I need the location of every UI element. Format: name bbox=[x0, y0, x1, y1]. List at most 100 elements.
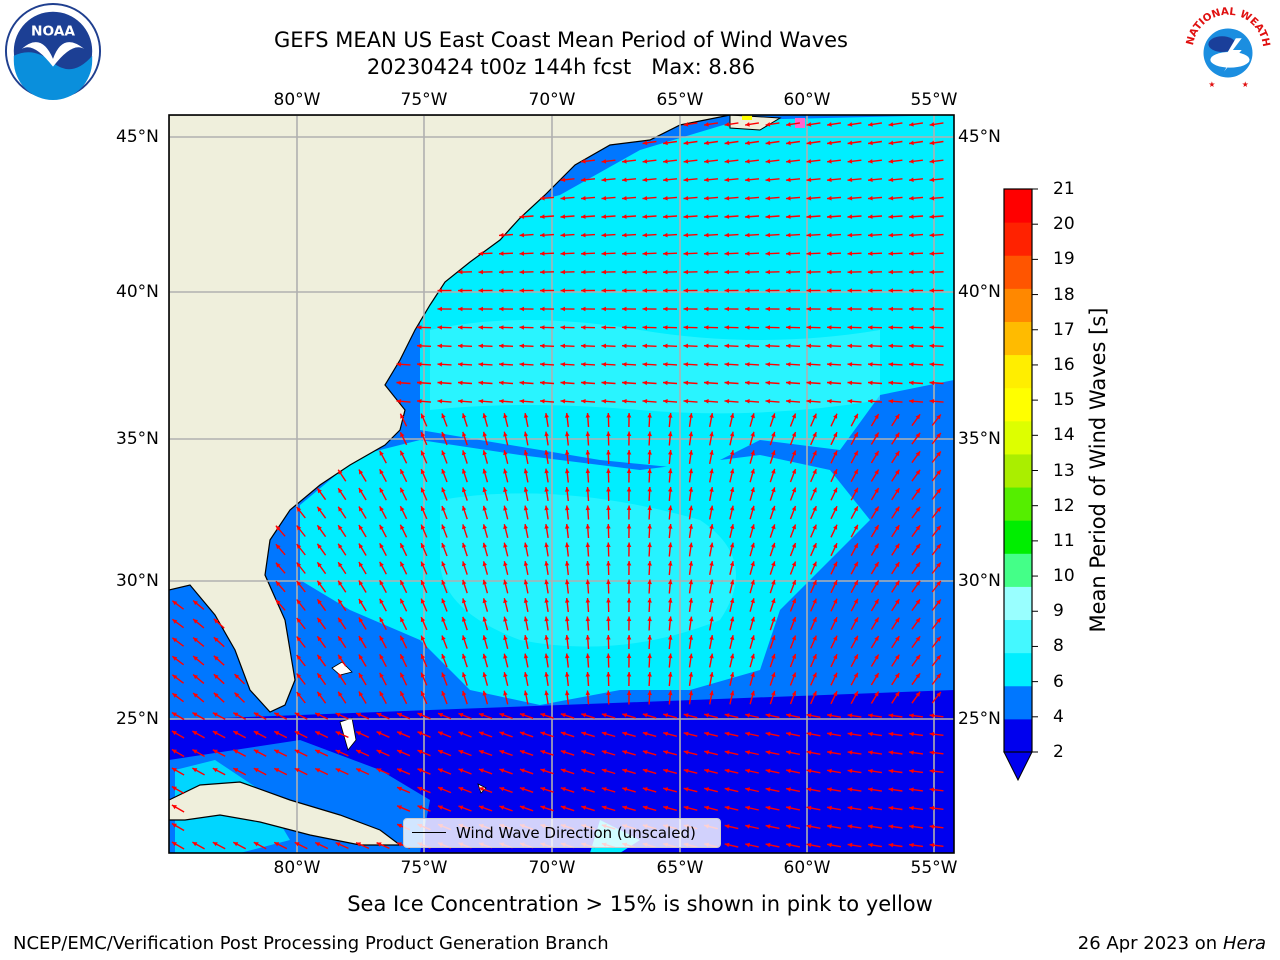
wind-wave-arrow bbox=[847, 214, 862, 219]
wind-wave-arrow bbox=[503, 653, 509, 668]
wind-wave-arrow bbox=[765, 269, 780, 275]
wind-wave-arrow bbox=[908, 214, 924, 219]
wind-wave-arrow bbox=[647, 486, 652, 502]
wind-wave-arrow bbox=[560, 325, 575, 330]
wind-wave-arrow bbox=[724, 159, 739, 164]
chart-title: GEFS MEAN US East Coast Mean Period of W… bbox=[274, 28, 848, 52]
colorbar-tick-label: 18 bbox=[1053, 284, 1075, 305]
wind-wave-arrow bbox=[769, 524, 776, 538]
wind-wave-arrow bbox=[417, 805, 431, 812]
wind-wave-arrow bbox=[929, 380, 944, 386]
wind-wave-arrow bbox=[850, 524, 859, 538]
wind-wave-arrow bbox=[662, 343, 678, 349]
wind-wave-arrow bbox=[931, 673, 942, 685]
footer-credit: NCEP/EMC/Verification Post Processing Pr… bbox=[13, 933, 609, 954]
wind-wave-arrow bbox=[724, 288, 739, 293]
wind-wave-arrow bbox=[171, 785, 185, 795]
wind-wave-arrow bbox=[457, 306, 473, 312]
wind-wave-arrow bbox=[642, 177, 657, 182]
wind-wave-arrow bbox=[931, 599, 942, 611]
wind-wave-arrow bbox=[171, 711, 185, 721]
wind-wave-arrow bbox=[870, 654, 880, 667]
wind-wave-arrow bbox=[745, 824, 759, 830]
wind-wave-arrow bbox=[358, 543, 367, 556]
wind-wave-arrow bbox=[523, 653, 529, 668]
wind-wave-arrow bbox=[870, 543, 880, 556]
wind-wave-arrow bbox=[622, 713, 636, 719]
wind-wave-arrow bbox=[870, 580, 880, 593]
wind-wave-arrow bbox=[358, 487, 367, 501]
wind-wave-arrow bbox=[847, 768, 862, 774]
wind-wave-arrow bbox=[581, 750, 595, 756]
wind-wave-arrow bbox=[482, 616, 489, 631]
wind-wave-arrow bbox=[729, 413, 735, 427]
wind-wave-arrow bbox=[765, 343, 780, 349]
colorbar-swatch bbox=[1004, 222, 1032, 256]
wind-wave-arrow bbox=[585, 431, 591, 446]
wind-wave-arrow bbox=[621, 325, 637, 330]
wind-wave-arrow bbox=[498, 269, 514, 275]
wind-wave-arrow bbox=[417, 749, 431, 757]
wind-wave-arrow bbox=[296, 543, 306, 556]
wind-wave-arrow bbox=[626, 542, 632, 557]
wind-wave-arrow bbox=[585, 690, 591, 705]
wind-wave-arrow bbox=[683, 399, 698, 404]
wind-wave-arrow bbox=[498, 362, 514, 367]
wind-wave-arrow bbox=[642, 288, 657, 293]
wind-wave-arrow bbox=[847, 805, 862, 811]
wind-wave-arrow bbox=[683, 306, 698, 312]
wind-wave-arrow bbox=[337, 543, 347, 556]
wind-wave-arrow bbox=[931, 451, 942, 463]
wind-wave-arrow bbox=[478, 325, 493, 330]
wind-wave-arrow bbox=[683, 269, 698, 275]
sea-ice-note: Sea Ice Concentration > 15% is shown in … bbox=[0, 892, 1280, 916]
wind-wave-arrow bbox=[662, 232, 678, 238]
wind-wave-arrow bbox=[888, 140, 903, 146]
legend-label: Wind Wave Direction (unscaled) bbox=[456, 824, 696, 842]
wind-wave-arrow bbox=[929, 269, 944, 275]
wind-wave-arrow bbox=[911, 487, 921, 501]
wind-wave-arrow bbox=[769, 635, 776, 649]
lon-label-top: 75°W bbox=[400, 90, 448, 110]
wind-wave-arrow bbox=[847, 306, 862, 312]
colorbar-tick-label: 13 bbox=[1053, 460, 1075, 481]
wind-wave-arrow bbox=[931, 525, 942, 537]
wind-wave-arrow bbox=[420, 579, 428, 594]
wind-wave-arrow bbox=[688, 560, 694, 576]
wind-wave-arrow bbox=[647, 634, 652, 650]
wind-wave-arrow bbox=[806, 122, 821, 127]
wind-wave-arrow bbox=[213, 636, 225, 648]
wind-wave-arrow bbox=[580, 269, 596, 275]
wind-wave-arrow bbox=[908, 177, 924, 182]
wind-wave-arrow bbox=[212, 767, 226, 776]
wind-wave-arrow bbox=[560, 343, 575, 349]
footer-date: 26 Apr 2023 on Hera bbox=[1078, 933, 1266, 954]
wind-wave-arrow bbox=[171, 637, 185, 647]
wind-wave-arrow bbox=[806, 787, 821, 792]
wind-wave-arrow bbox=[867, 325, 883, 330]
wind-wave-arrow bbox=[806, 750, 821, 755]
wind-wave-arrow bbox=[335, 712, 349, 720]
wind-wave-arrow bbox=[519, 288, 534, 293]
wind-wave-arrow bbox=[888, 787, 903, 792]
wind-wave-arrow bbox=[724, 805, 739, 811]
wind-wave-arrow bbox=[785, 140, 801, 146]
wind-wave-arrow bbox=[560, 787, 575, 793]
wind-wave-arrow bbox=[744, 140, 760, 146]
wind-wave-arrow bbox=[458, 805, 472, 812]
wind-wave-arrow bbox=[891, 561, 900, 575]
wind-wave-arrow bbox=[785, 787, 801, 793]
wind-wave-arrow bbox=[830, 468, 838, 483]
wind-wave-arrow bbox=[337, 487, 347, 501]
wind-wave-arrow bbox=[744, 380, 760, 386]
wind-wave-arrow bbox=[420, 672, 428, 686]
wind-wave-arrow bbox=[709, 579, 714, 594]
wind-wave-arrow bbox=[744, 232, 760, 238]
wind-wave-arrow bbox=[192, 841, 205, 850]
wind-wave-arrow bbox=[601, 343, 616, 349]
wind-wave-arrow bbox=[785, 214, 801, 219]
wind-wave-arrow bbox=[668, 671, 673, 687]
lat-label-left: 30°N bbox=[116, 571, 159, 591]
wind-wave-arrow bbox=[867, 399, 883, 404]
wind-wave-arrow bbox=[482, 505, 489, 520]
